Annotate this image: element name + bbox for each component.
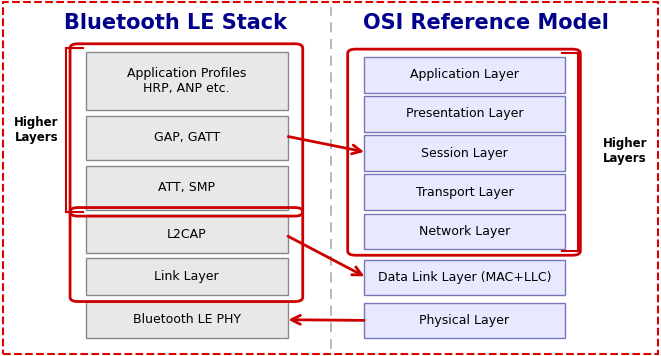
Text: Presentation Layer: Presentation Layer bbox=[406, 108, 523, 120]
FancyBboxPatch shape bbox=[364, 96, 565, 132]
Text: L2CAP: L2CAP bbox=[167, 227, 206, 241]
Text: Bluetooth LE PHY: Bluetooth LE PHY bbox=[133, 313, 241, 326]
Text: Application Layer: Application Layer bbox=[410, 68, 519, 81]
Text: OSI Reference Model: OSI Reference Model bbox=[363, 13, 609, 33]
Text: Higher
Layers: Higher Layers bbox=[14, 116, 59, 144]
FancyBboxPatch shape bbox=[86, 258, 288, 295]
FancyBboxPatch shape bbox=[364, 303, 565, 338]
FancyBboxPatch shape bbox=[86, 116, 288, 160]
Text: Physical Layer: Physical Layer bbox=[419, 314, 510, 327]
Text: Transport Layer: Transport Layer bbox=[416, 186, 513, 199]
FancyBboxPatch shape bbox=[86, 52, 288, 110]
Text: Higher
Layers: Higher Layers bbox=[602, 137, 647, 165]
FancyBboxPatch shape bbox=[364, 174, 565, 210]
Text: ATT, SMP: ATT, SMP bbox=[158, 181, 215, 194]
FancyBboxPatch shape bbox=[364, 135, 565, 171]
FancyBboxPatch shape bbox=[364, 57, 565, 93]
FancyBboxPatch shape bbox=[364, 260, 565, 295]
Text: GAP, GATT: GAP, GATT bbox=[153, 131, 220, 145]
Text: Network Layer: Network Layer bbox=[418, 225, 510, 238]
FancyBboxPatch shape bbox=[86, 166, 288, 210]
Text: Application Profiles
HRP, ANP etc.: Application Profiles HRP, ANP etc. bbox=[127, 67, 247, 95]
Text: Link Layer: Link Layer bbox=[155, 270, 219, 283]
Text: Bluetooth LE Stack: Bluetooth LE Stack bbox=[63, 13, 287, 33]
Text: Session Layer: Session Layer bbox=[421, 147, 508, 159]
FancyBboxPatch shape bbox=[86, 215, 288, 253]
FancyBboxPatch shape bbox=[364, 214, 565, 249]
FancyBboxPatch shape bbox=[86, 301, 288, 338]
Text: Data Link Layer (MAC+LLC): Data Link Layer (MAC+LLC) bbox=[377, 271, 551, 284]
